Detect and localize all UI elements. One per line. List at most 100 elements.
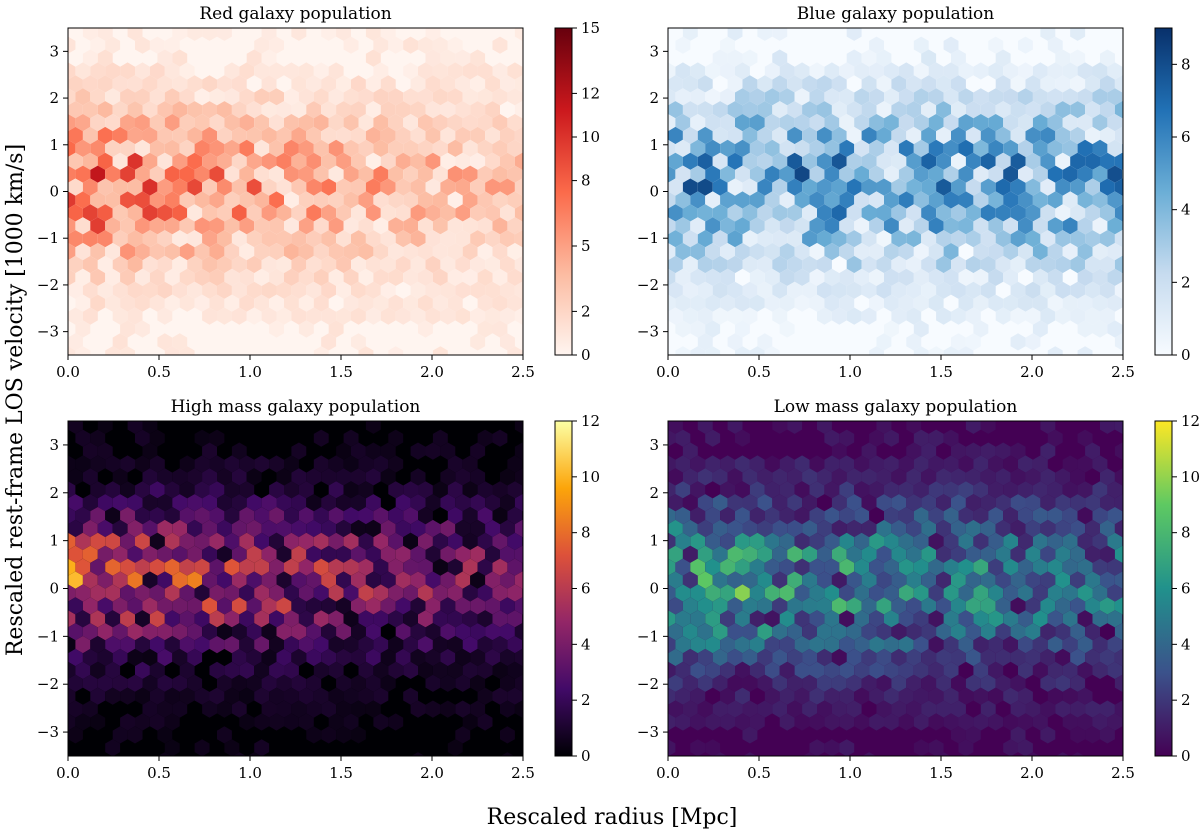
hexbin [988, 558, 1004, 576]
hexbin [194, 268, 210, 286]
hexbin [388, 165, 404, 183]
hexbin [306, 75, 322, 93]
hexbin [869, 687, 884, 705]
hexbin [1018, 139, 1033, 157]
hexbin [432, 165, 448, 183]
hexbin [395, 597, 411, 615]
hexbin [1047, 191, 1063, 209]
hexbin [817, 468, 832, 486]
hexbin [891, 178, 907, 196]
hexbin [1018, 610, 1033, 628]
hexbin [507, 217, 523, 235]
hexbin [462, 636, 478, 654]
hexbin [462, 139, 478, 157]
hexbin [928, 346, 944, 355]
hexbin [794, 713, 810, 731]
hexbin [913, 114, 929, 132]
hexbin [485, 597, 500, 615]
hexbin [105, 62, 121, 80]
hexbin [261, 281, 277, 299]
hexbin [365, 421, 381, 434]
hexbin [995, 442, 1011, 460]
hexbin [477, 88, 493, 106]
hexbin [869, 455, 884, 473]
hexbin [749, 268, 765, 286]
hexbin [97, 648, 113, 667]
hexbin [447, 636, 463, 654]
hexbin [898, 294, 914, 312]
hexbin [928, 636, 944, 654]
hexbin [943, 429, 959, 447]
hexbin [127, 152, 143, 170]
hexbin [68, 674, 83, 692]
hexbin [697, 545, 713, 563]
hexbin [906, 204, 922, 222]
hexbin [127, 126, 143, 145]
hexbin [846, 152, 862, 170]
hexbin [913, 610, 929, 628]
x-tick-label: 1.5 [929, 764, 953, 782]
hexbin [380, 75, 396, 93]
hexbin [298, 88, 314, 106]
hexbin [165, 11, 180, 28]
hexbin [470, 101, 486, 119]
hexbin [485, 519, 500, 538]
hexbin [839, 191, 855, 209]
hexbin [995, 545, 1011, 563]
hexbin [418, 507, 433, 525]
hexbin [149, 114, 165, 132]
hexbin [697, 333, 713, 351]
hexbin [668, 101, 683, 119]
hexbin [522, 562, 523, 572]
hexbin [380, 204, 396, 222]
hexbin [97, 178, 113, 196]
hexbin [351, 178, 366, 196]
hexbin [209, 584, 225, 602]
hexbin [105, 636, 121, 654]
hexbin [336, 700, 351, 718]
hexbin [164, 62, 180, 80]
hexbin [276, 126, 292, 145]
hexbin [928, 584, 944, 602]
hexbin [936, 307, 951, 325]
hexbin [343, 243, 359, 261]
hexbin [470, 442, 486, 460]
hexbin [306, 648, 322, 667]
hexbin [1130, 101, 1145, 118]
hexbin [142, 468, 158, 486]
hexbin [321, 28, 337, 41]
hexbin [742, 519, 758, 538]
hexbin [720, 88, 735, 106]
hexbin [846, 178, 862, 196]
hexbin [1018, 739, 1033, 756]
hexbin [440, 648, 456, 667]
hexbin [298, 139, 314, 157]
hexbin [765, 11, 780, 28]
hexbin [105, 558, 121, 576]
hexbin [298, 584, 314, 602]
hexbin [1070, 623, 1086, 641]
hexbin [149, 558, 165, 576]
hexbin [328, 320, 344, 338]
hexbin [179, 636, 195, 654]
hexbin [328, 558, 344, 576]
hexbin [112, 126, 128, 145]
hexbin [269, 481, 284, 499]
hexbin [727, 255, 743, 274]
hexbin [432, 636, 448, 654]
hexbin [530, 256, 545, 273]
hexbin [46, 295, 61, 312]
hexbin [712, 178, 728, 196]
hexbin [1070, 178, 1086, 196]
hexbin [668, 623, 683, 641]
hexbin [869, 88, 884, 106]
hexbin [82, 75, 98, 93]
hexbin [239, 294, 255, 312]
hexbin [164, 294, 180, 312]
hexbin [668, 307, 683, 325]
hexbin [97, 674, 113, 692]
hexbin [380, 597, 396, 615]
hexbin [477, 687, 493, 705]
hexbin [1047, 346, 1063, 355]
